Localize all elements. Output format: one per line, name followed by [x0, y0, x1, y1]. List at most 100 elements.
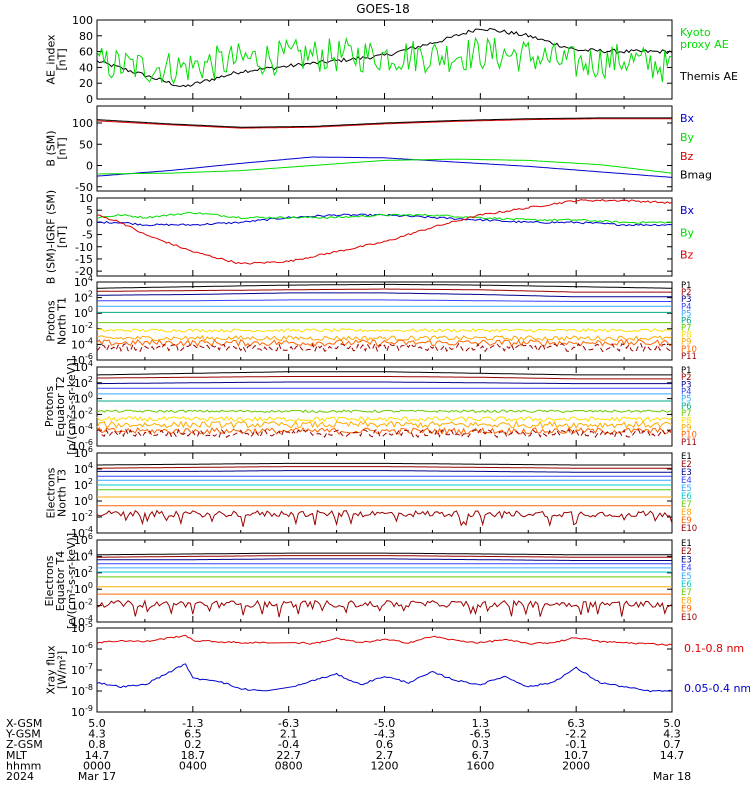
position-value: 14.7 — [85, 749, 110, 762]
panel-frame — [96, 627, 673, 713]
series-label: P1 — [681, 366, 692, 376]
y-tick-label: 102 — [74, 565, 93, 580]
legend-label: Bmag — [680, 169, 712, 182]
position-value: 1200 — [371, 759, 399, 772]
y-tick-label: 10-5 — [71, 620, 93, 635]
y-axis-label: Equator T4 — [54, 551, 67, 611]
y-axis-label: North T3 — [56, 469, 69, 517]
legend-label: Bx — [680, 112, 695, 125]
position-value: -1.3 — [182, 717, 203, 730]
series-label: P6 — [681, 402, 692, 412]
position-value: 2.7 — [376, 749, 394, 762]
position-value: 2.1 — [280, 728, 298, 741]
series-line-kyoto-proxy-ae — [96, 36, 673, 85]
position-value: 5.0 — [88, 717, 106, 730]
series-label: P9 — [681, 423, 692, 433]
position-value: 1.3 — [472, 717, 490, 730]
legend-label: Bz — [680, 249, 694, 262]
series-label: E2 — [681, 460, 692, 470]
series-line-themis-ae — [96, 27, 673, 88]
series-line-p3 — [96, 292, 672, 298]
legend-label: Bz — [680, 150, 694, 163]
series-line-p11 — [96, 342, 673, 353]
position-value: 0000 — [83, 759, 111, 772]
y-tick-label: 100 — [74, 305, 93, 320]
series-line-e1 — [96, 552, 672, 556]
y-axis-label: AE_index — [45, 34, 58, 85]
y-tick-label: 102 — [74, 290, 93, 305]
series-line-p8 — [96, 328, 673, 333]
series-label: P9 — [681, 338, 692, 348]
y-tick-label: 106 — [74, 532, 93, 547]
position-value: 4.3 — [663, 728, 681, 741]
y-tick-label: 10-6 — [71, 641, 93, 656]
legend-label: 0.1-0.8 nm — [684, 642, 744, 655]
series-label: E6 — [681, 580, 692, 590]
y-axis-label: B (SM)-IGRF (SM) — [45, 190, 58, 284]
position-value: 5.0 — [663, 717, 681, 730]
series-line-e3 — [97, 558, 672, 561]
position-value: -6.5 — [470, 728, 491, 741]
position-value: Mar 18 — [653, 770, 691, 783]
position-value: 0.2 — [184, 738, 202, 751]
y-tick-label: 100 — [72, 117, 93, 130]
series-line-bx — [96, 156, 673, 178]
series-label: E6 — [681, 492, 692, 502]
panel-frame — [96, 197, 673, 277]
series-line-p7 — [96, 409, 673, 414]
position-value: 0400 — [179, 759, 207, 772]
y-tick-label: 60 — [79, 46, 93, 59]
panel-bsm: -50 0 50 100 B (SM)[nT] Bx By Bz Bmag — [45, 105, 712, 194]
legend-label: Bx — [680, 204, 695, 217]
series-label: E4 — [681, 564, 692, 574]
y-tick-label: 0 — [86, 160, 93, 173]
series-line-e2 — [97, 466, 672, 469]
series-line-e2 — [97, 555, 672, 558]
position-value: -6.3 — [278, 717, 299, 730]
y-tick-label: 100 — [74, 493, 93, 508]
series-line-p9 — [96, 335, 673, 342]
series-label: P2 — [681, 373, 692, 383]
position-value: 0.8 — [88, 738, 106, 751]
position-value: -5.0 — [374, 717, 395, 730]
position-value: -0.4 — [278, 738, 299, 751]
position-value: 10.7 — [564, 749, 589, 762]
y-axis-label: [nT] — [56, 137, 69, 159]
y-tick-label: 10-6 — [71, 352, 93, 367]
series-line-p10 — [96, 426, 673, 436]
plot-title: GOES-18 — [356, 2, 410, 16]
series-label: P3 — [681, 380, 692, 390]
series-line-p4 — [97, 299, 672, 302]
y-axis-label: [nT] — [56, 48, 69, 70]
position-value: 6.5 — [184, 728, 202, 741]
y-tick-label: 10-2 — [71, 509, 93, 524]
y-tick-label: 10-8 — [71, 683, 93, 698]
series-line-p1 — [97, 283, 672, 289]
series-label: E4 — [681, 476, 692, 486]
y-tick-label: 10-6 — [71, 438, 93, 453]
series-line-e3 — [97, 470, 672, 473]
position-value: 2000 — [562, 759, 590, 772]
y-tick-label: 5 — [86, 204, 93, 217]
series-line-p10 — [96, 338, 673, 347]
panel-frame — [96, 19, 673, 100]
position-value: -0.1 — [565, 738, 586, 751]
position-value: 6.3 — [567, 717, 585, 730]
position-row-label: X-GSM — [6, 717, 42, 730]
y-axis-label: Protons — [45, 300, 58, 341]
legend-label: 0.05-0.4 nm — [684, 682, 750, 695]
series-line-p2 — [96, 376, 672, 380]
series-line-by — [97, 158, 673, 175]
y-axis-label: [nT] — [56, 226, 69, 248]
position-row-label: 2024 — [6, 770, 34, 783]
y-tick-label: 0 — [86, 216, 93, 229]
position-row-label: hhmm — [6, 759, 41, 772]
series-line-e10 — [96, 599, 673, 618]
series-label: P7 — [681, 409, 692, 419]
series-label: E5 — [681, 484, 692, 494]
